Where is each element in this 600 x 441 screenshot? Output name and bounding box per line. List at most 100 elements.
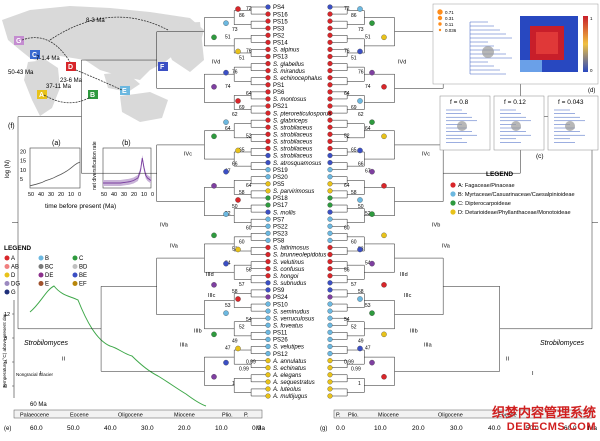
taxon-label: A. multijugus	[272, 394, 307, 400]
map-age-label: 37-11 Ma	[46, 84, 72, 90]
temp-tick-label: 4	[4, 360, 7, 366]
tip-dot-right	[327, 379, 333, 385]
support-value-right: 47	[365, 345, 371, 351]
taxon-label: PS5	[273, 182, 285, 188]
dispersal-arrow-2	[21, 37, 71, 63]
taxon-label: S. brunneolepidotus	[273, 253, 326, 259]
support-value-right: 56	[344, 268, 350, 274]
tip-dot-left	[265, 322, 271, 328]
tip-dot-right	[327, 301, 333, 307]
tip-dot-left	[265, 174, 271, 180]
region-box-G	[14, 36, 24, 45]
tip-dot-left	[265, 301, 271, 307]
tip-dot-left	[265, 124, 271, 130]
node-marker-right	[357, 197, 363, 203]
tip-dot-left	[265, 110, 271, 116]
tip-dot-right	[327, 315, 333, 321]
tip-dot-right	[327, 75, 333, 81]
taxon-label: S. atrosquamosus	[273, 161, 321, 167]
tip-dot-left	[265, 259, 271, 265]
support-value-left: 73	[232, 27, 238, 33]
legend-left-key: BD	[79, 265, 88, 271]
taxon-label: PS4	[273, 5, 285, 11]
support-value-right: 67	[365, 169, 371, 175]
taxon-label: PS22	[273, 224, 288, 230]
support-value-right: 76	[358, 70, 364, 76]
left-epoch-label: Palaeocene	[20, 413, 49, 419]
map-age-label: 8-3 Ma	[86, 18, 105, 24]
clade-label-left: IVa	[170, 243, 179, 249]
tip-dot-left	[265, 18, 271, 24]
map-region-A: A	[39, 92, 44, 99]
tip-dot-left	[265, 68, 271, 74]
map-labels: G C D F E B A 8-3 Ma 7-1.4 Ma 50-43 Ma 23-6 Ma37-1…	[8, 18, 165, 130]
tip-dot-right	[327, 181, 333, 187]
tip-dot-left	[265, 329, 271, 335]
node-marker-left	[211, 374, 217, 380]
region-box-A	[37, 90, 47, 99]
taxon-label: PS23	[273, 232, 288, 238]
taxon-label: S. velutinus	[273, 260, 304, 266]
tip-dot-left	[265, 96, 271, 102]
legend-left-swatch-B	[38, 255, 44, 261]
taxon-label: PS7	[273, 217, 285, 223]
node-marker-left	[223, 20, 229, 26]
dispersal-arrow-4	[43, 94, 93, 104]
taxon-label: PS13	[273, 55, 288, 61]
legend-right-swatch-C	[450, 200, 456, 206]
taxon-label: S. strobilaceus	[273, 133, 312, 139]
panel-d-label: (d)	[588, 88, 595, 94]
map-region-C: C	[32, 52, 37, 59]
tip-dot-left	[265, 89, 271, 95]
support-value-right: 64	[365, 126, 371, 132]
clade-label-right: IVb	[432, 222, 440, 228]
map-panel-label: (f)	[8, 123, 15, 130]
node-marker-left	[211, 183, 217, 189]
node-marker-left	[211, 84, 217, 90]
node-marker-right	[381, 34, 387, 41]
taxon-label: PS15	[273, 19, 288, 25]
panel-a-xtick: 10	[68, 192, 74, 198]
tip-dot-right	[327, 251, 333, 258]
support-value-right: 64	[344, 183, 350, 189]
watermark: 织梦内容管理系统 DEDECMS.COM	[492, 406, 596, 434]
panel-g-label: (g)	[320, 426, 327, 432]
legend-left-key: DG	[11, 282, 20, 288]
scale-value: 0.71	[445, 10, 454, 15]
support-value-left: 74	[225, 84, 231, 90]
tip-dot-left	[265, 315, 271, 321]
scale-value: 0.11	[445, 22, 454, 27]
support-value-left: 72	[246, 6, 252, 12]
tip-dot-right	[327, 195, 333, 201]
tip-dot-right	[327, 294, 333, 300]
taxon-label: PS26	[273, 338, 288, 344]
tip-dot-left	[265, 372, 271, 378]
node-marker-right	[369, 119, 375, 125]
left-time-tick: 40.0	[104, 425, 117, 432]
map-age-label: 50-43 Ma	[8, 70, 34, 76]
tip-dot-left	[265, 358, 271, 364]
panel-b-xtick: 20	[131, 192, 137, 198]
taxon-label: S. pteroreticulosporus	[273, 111, 331, 117]
support-value-left: 76	[246, 48, 252, 54]
node-marker-right	[357, 296, 363, 302]
right-epoch-bar	[333, 409, 593, 419]
left-epoch-label: Miocene	[174, 413, 195, 419]
node-marker-left	[223, 168, 229, 175]
node-marker-right	[357, 48, 363, 55]
tip-dot-right	[327, 230, 333, 236]
tip-dot-right	[327, 322, 333, 328]
panel-e-label: (e)	[4, 426, 11, 432]
support-value-right: 60	[344, 225, 350, 231]
tip-dot-left	[265, 32, 271, 38]
tip-dot-right	[327, 110, 333, 116]
tip-dot-right	[327, 138, 333, 144]
taxon-label: PS12	[273, 352, 288, 358]
node-marker-right	[357, 345, 363, 352]
tip-dot-right	[327, 25, 333, 31]
support-value-right: 86	[351, 13, 357, 19]
panel-b-band	[103, 155, 151, 186]
tip-dot-left	[265, 237, 271, 243]
legend-left-key: D	[11, 273, 16, 279]
